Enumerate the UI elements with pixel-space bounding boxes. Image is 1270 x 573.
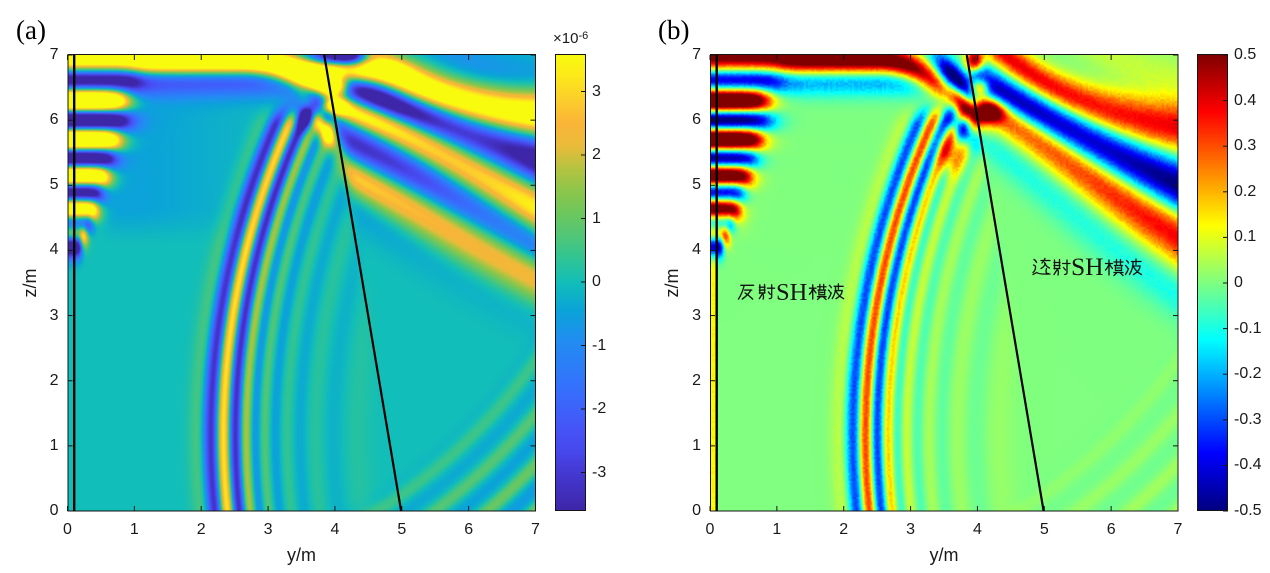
- svg-text:SH: SH: [1071, 252, 1104, 281]
- svg-text:SH: SH: [776, 279, 807, 306]
